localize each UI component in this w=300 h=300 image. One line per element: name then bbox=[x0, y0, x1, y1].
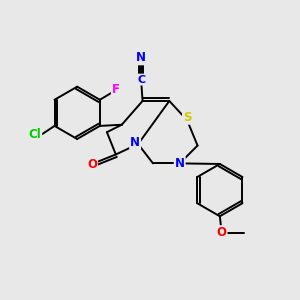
Text: Cl: Cl bbox=[28, 128, 41, 142]
Text: C: C bbox=[137, 75, 145, 85]
Text: N: N bbox=[136, 51, 146, 64]
Text: F: F bbox=[112, 82, 120, 96]
Text: S: S bbox=[183, 111, 191, 124]
Text: O: O bbox=[87, 158, 97, 171]
Text: N: N bbox=[130, 136, 140, 149]
Text: N: N bbox=[175, 157, 185, 170]
Text: O: O bbox=[216, 226, 226, 239]
